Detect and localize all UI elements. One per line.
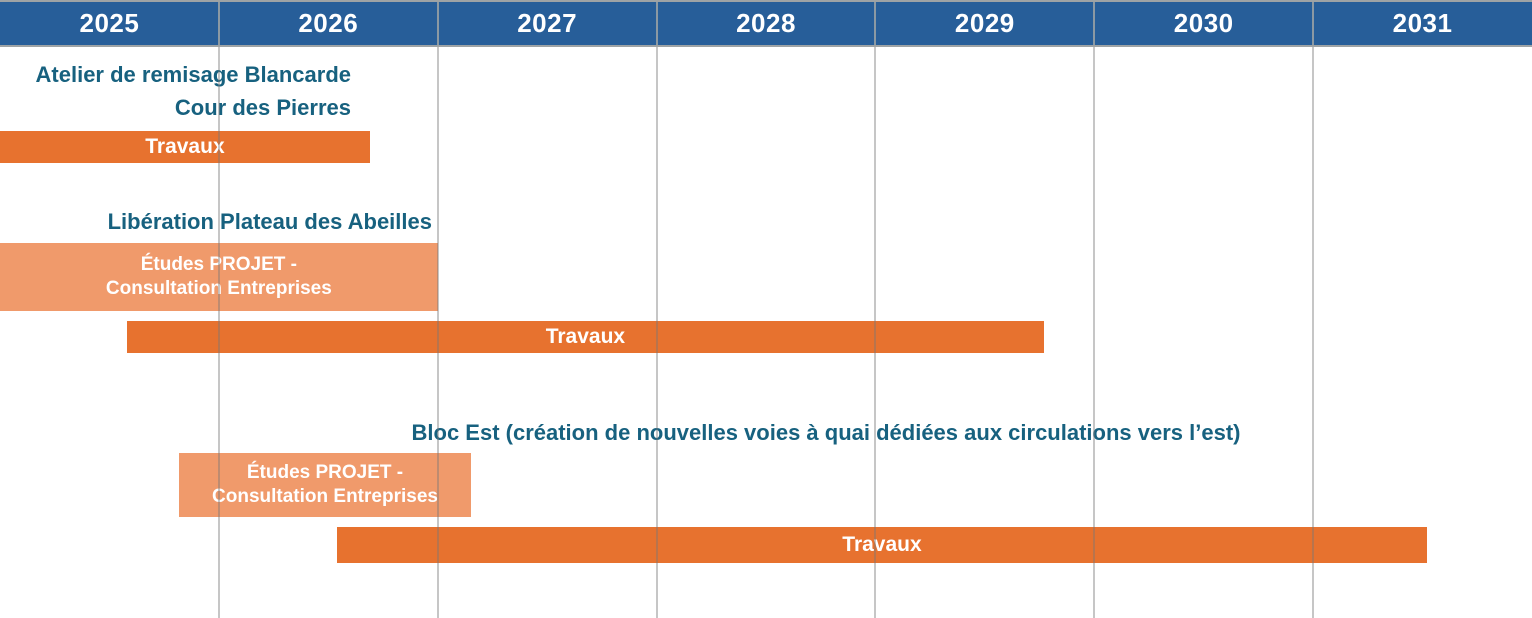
project-title-line: Libération Plateau des Abeilles <box>107 209 432 234</box>
project-title-line: Atelier de remisage Blancarde <box>35 62 351 87</box>
header-divider <box>1093 2 1096 45</box>
project-title-line: Cour des Pierres <box>174 95 351 120</box>
year-label: 2028 <box>736 8 796 38</box>
year-gridline <box>217 47 220 618</box>
year-label: 2026 <box>298 8 359 38</box>
header-divider <box>655 2 658 45</box>
project-title: Bloc Est (création de nouvelles voies à … <box>412 416 1241 449</box>
year-gridline <box>1312 47 1315 618</box>
phase-bar-label: Études PROJET - <box>246 462 404 483</box>
phase-bar-etudes: Études PROJET - Consultation Entreprises <box>179 453 471 517</box>
year-label: 2027 <box>517 8 578 38</box>
header-divider <box>217 2 220 45</box>
header-divider <box>436 2 439 45</box>
phase-bar-label: Études PROJET - <box>140 254 297 275</box>
year-label: 2030 <box>1173 8 1234 38</box>
project-title: Libération Plateau des Abeilles <box>108 205 432 238</box>
phase-bar-label: Consultation Entreprises <box>212 486 438 507</box>
header-divider <box>1312 2 1315 45</box>
phase-bar-etudes: Études PROJET - Consultation Entreprises <box>0 243 438 311</box>
project-title-line: Bloc Est (création de nouvelles voies à … <box>411 420 1241 445</box>
phase-bar-travaux: Travaux <box>126 321 1044 353</box>
year-gridline <box>874 47 877 618</box>
phase-bar-travaux: Travaux <box>337 527 1427 563</box>
phase-bar-label: Travaux <box>145 135 225 158</box>
phase-bar-label: Travaux <box>545 325 626 348</box>
timeline-header: 2025 2026 2027 2028 2029 2030 2031 <box>0 0 1532 47</box>
year-gridline <box>1093 47 1096 618</box>
year-gridline <box>655 47 658 618</box>
year-label: 2025 <box>79 8 140 38</box>
phase-bar-label: Consultation Entreprises <box>105 278 332 299</box>
year-label: 2029 <box>954 8 1015 38</box>
phase-bar-travaux: Travaux <box>0 131 370 163</box>
year-label: 2031 <box>1392 8 1453 38</box>
project-title: Atelier de remisage Blancarde Cour des Pi… <box>36 58 351 124</box>
year-gridline <box>436 47 439 618</box>
header-divider <box>874 2 877 45</box>
phase-bar-label: Travaux <box>842 533 922 556</box>
